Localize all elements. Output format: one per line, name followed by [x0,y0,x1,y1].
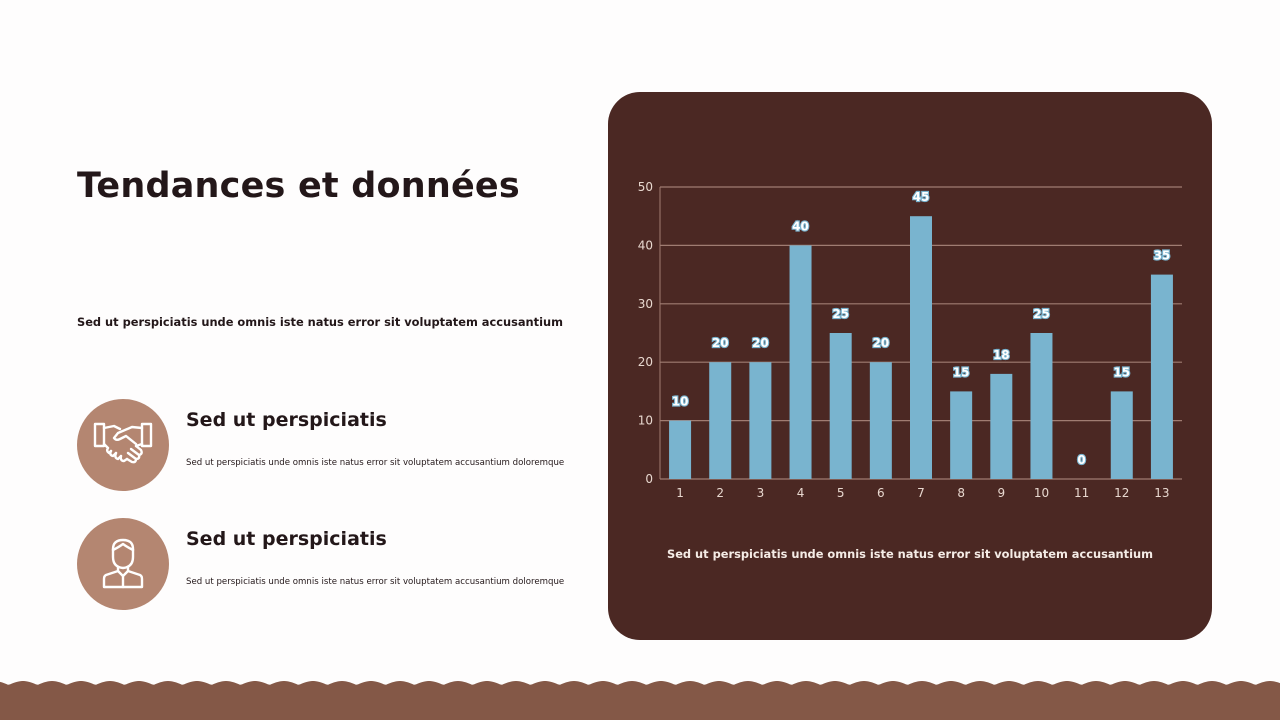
x-tick-label: 7 [917,486,925,500]
data-label: 0 [1077,453,1085,467]
bar [789,245,812,479]
bar [749,362,772,479]
x-tick-label: 4 [797,486,805,500]
data-label: 45 [913,190,930,204]
data-label: 20 [752,336,769,350]
bar [910,216,932,479]
bar [950,391,973,479]
x-tick-label: 13 [1154,486,1169,500]
y-tick-label: 40 [638,238,653,252]
x-tick-label: 2 [716,486,724,500]
bar [1110,391,1133,479]
bar [669,420,692,479]
x-tick-label: 9 [997,486,1005,500]
feature-item: Sed ut perspiciatis Sed ut perspiciatis … [77,399,597,493]
data-label: 18 [993,348,1010,362]
bar [1030,333,1053,479]
bar [869,362,892,479]
person-icon [102,538,144,589]
data-label: 35 [1154,249,1171,263]
data-label: 20 [712,336,729,350]
feature-description: Sed ut perspiciatis unde omnis iste natu… [186,458,565,468]
x-tick-label: 8 [957,486,965,500]
y-tick-label: 50 [638,180,653,194]
bar [990,373,1013,479]
x-tick-label: 3 [757,486,765,500]
footer-wave-decoration [0,681,1280,720]
data-label: 40 [792,219,809,233]
feature-title: Sed ut perspiciatis [186,409,387,431]
data-label: 25 [1033,307,1050,321]
x-tick-label: 10 [1034,486,1049,500]
x-tick-label: 11 [1074,486,1089,500]
data-label: 25 [832,307,849,321]
feature-item: Sed ut perspiciatis Sed ut perspiciatis … [77,518,597,612]
x-tick-label: 6 [877,486,885,500]
slide-subtitle: Sed ut perspiciatis unde omnis iste natu… [77,315,563,329]
bar [829,333,852,479]
data-label: 20 [872,336,889,350]
y-tick-label: 20 [638,355,653,369]
feature-title: Sed ut perspiciatis [186,528,387,550]
data-label: 15 [953,365,970,379]
chart-card: 0 10 20 30 40 50 10 1 20 2 20 3 40 4 25 5 20 6 45 7 15 8 18 9 25… [608,92,1212,640]
feature-description: Sed ut perspiciatis unde omnis iste natu… [186,577,565,587]
x-tick-label: 1 [676,486,684,500]
x-tick-label: 5 [837,486,845,500]
feature-icon-circle [77,399,169,491]
handshake-icon [93,422,153,464]
slide-title: Tendances et données [77,166,520,206]
bar-chart: 0102030405010120220340425520645715818925… [638,180,1182,500]
y-tick-label: 10 [638,414,653,428]
data-label: 15 [1113,365,1130,379]
y-tick-label: 0 [645,472,653,486]
chart-caption: Sed ut perspiciatis unde omnis iste natu… [667,547,1153,561]
feature-icon-circle [77,518,169,610]
x-tick-label: 12 [1114,486,1129,500]
bar [1150,274,1173,479]
y-tick-label: 30 [638,297,653,311]
bar [709,362,732,479]
data-label: 10 [672,395,689,409]
